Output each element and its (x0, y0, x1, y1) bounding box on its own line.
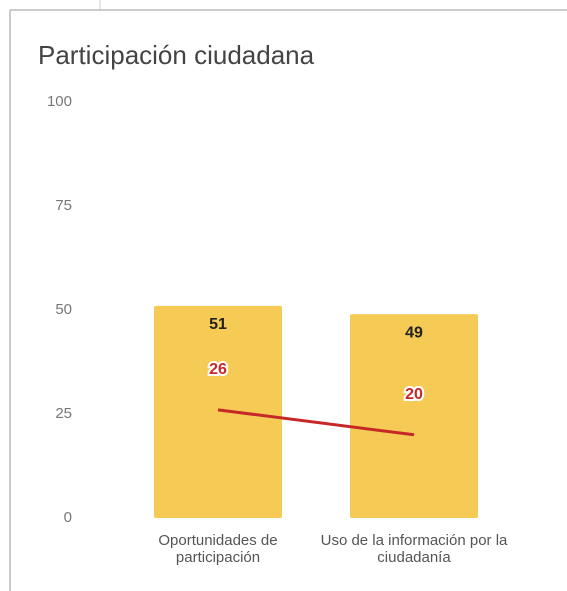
y-tick-label: 50 (55, 301, 72, 318)
line-value-label: 26 (209, 361, 227, 378)
bar (154, 305, 282, 518)
line (217, 408, 415, 437)
y-tick-label: 75 (55, 197, 72, 214)
bar (350, 314, 478, 518)
line-value-label: 20 (405, 386, 423, 403)
bar-value-label: 51 (209, 316, 227, 333)
y-tick-label: 100 (47, 93, 72, 110)
y-tick-label: 25 (55, 405, 72, 422)
x-tick-label: Oportunidades de participación (158, 532, 278, 566)
bar-value-label: 49 (405, 324, 423, 341)
y-tick-label: 0 (64, 509, 72, 526)
x-tick-label: Uso de la información por la ciudadanía (320, 532, 508, 566)
chart-title: Participación ciudadana (38, 40, 315, 70)
